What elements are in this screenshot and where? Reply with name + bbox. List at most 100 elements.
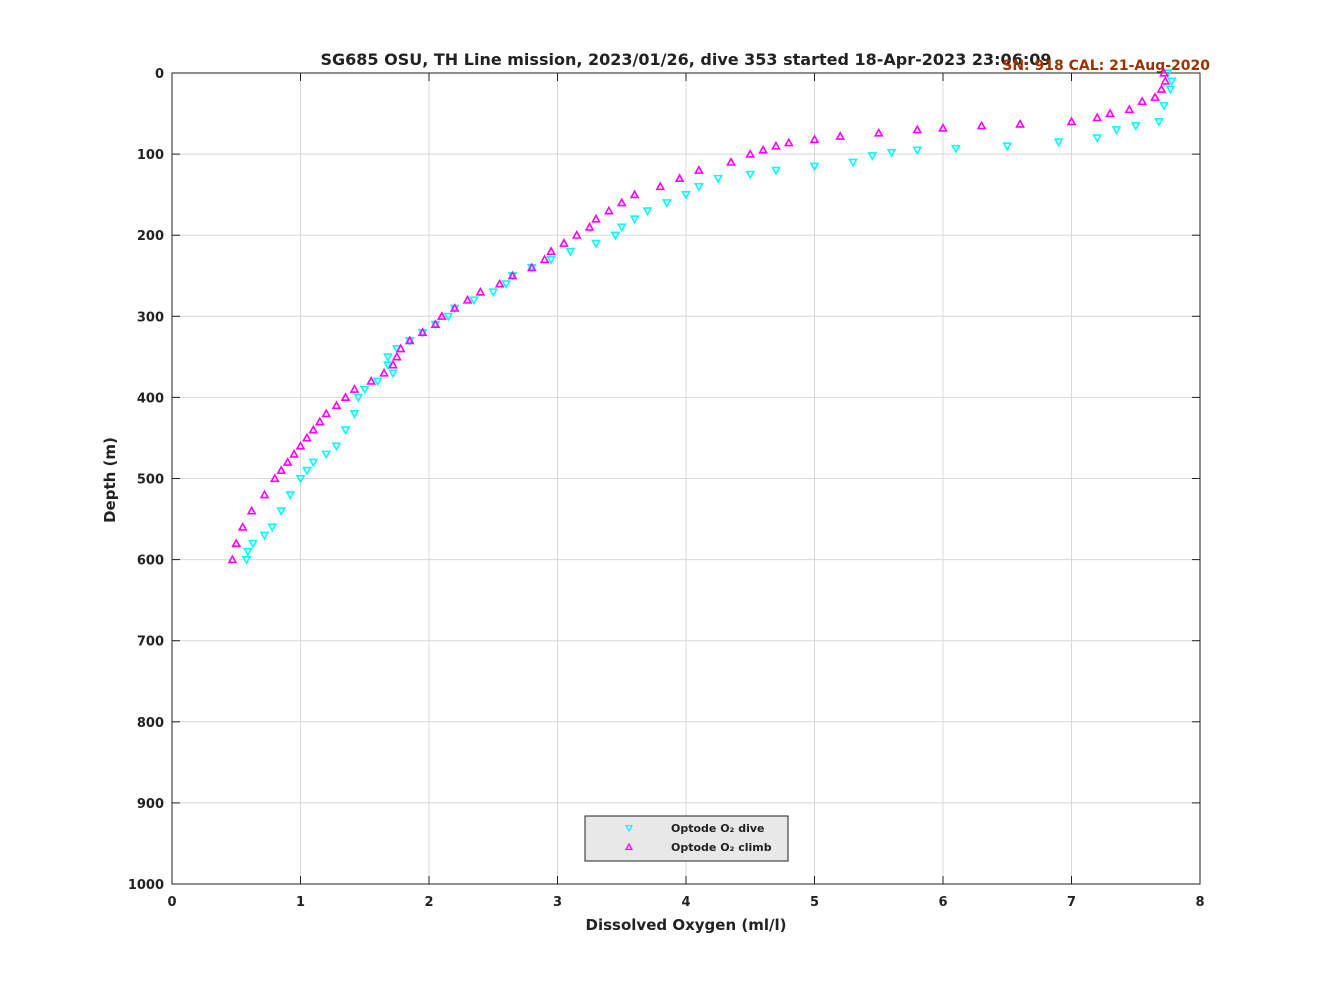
- point: [383, 353, 393, 362]
- point: [302, 466, 312, 476]
- point: [1092, 134, 1103, 144]
- point: [237, 522, 248, 531]
- point: [242, 547, 253, 557]
- point: [584, 221, 595, 231]
- point: [1002, 142, 1013, 152]
- y-tick-label: 800: [137, 716, 164, 731]
- point: [873, 127, 884, 137]
- point: [417, 327, 428, 337]
- point: [610, 231, 621, 241]
- point: [713, 174, 723, 184]
- point: [1159, 67, 1169, 77]
- point: [494, 278, 505, 288]
- point: [340, 426, 351, 435]
- point: [886, 148, 897, 158]
- y-tick-label: 100: [137, 148, 164, 163]
- point: [809, 134, 820, 144]
- point: [1124, 104, 1135, 114]
- point: [693, 165, 704, 174]
- legend-label: Optode O₂ dive: [671, 822, 764, 835]
- point: [475, 286, 486, 296]
- point: [809, 162, 820, 172]
- point: [353, 393, 364, 403]
- point: [469, 296, 479, 306]
- point: [661, 199, 672, 208]
- point: [246, 505, 257, 515]
- point: [295, 440, 306, 450]
- point: [349, 410, 360, 419]
- point: [559, 238, 569, 247]
- point: [629, 189, 640, 199]
- point: [1137, 96, 1148, 105]
- point: [604, 205, 614, 215]
- point: [366, 376, 377, 385]
- point: [526, 262, 537, 272]
- plot-frame: [171, 72, 1201, 885]
- point: [783, 137, 794, 147]
- point: [436, 311, 447, 320]
- point: [591, 213, 601, 223]
- point: [488, 288, 499, 298]
- y-tick-label: 700: [137, 635, 164, 650]
- point: [835, 131, 846, 140]
- point: [848, 158, 858, 168]
- point: [629, 215, 640, 225]
- point: [938, 123, 948, 132]
- point: [295, 474, 306, 484]
- point: [642, 207, 653, 217]
- point: [227, 554, 238, 564]
- point: [1130, 122, 1141, 131]
- point: [241, 555, 252, 565]
- y-tick-label: 400: [137, 391, 164, 406]
- y-tick-label: 0: [155, 67, 164, 82]
- chart-title: SG685 OSU, TH Line mission, 2023/01/26, …: [321, 50, 1052, 69]
- y-tick-label: 600: [137, 554, 164, 569]
- point: [462, 294, 473, 304]
- point: [282, 457, 293, 466]
- point: [383, 361, 393, 371]
- x-tick-label: 8: [1195, 895, 1204, 910]
- point: [1105, 108, 1115, 118]
- x-axis-label: Dissolved Oxygen (ml/l): [586, 916, 787, 934]
- point: [359, 385, 370, 395]
- point: [1053, 138, 1064, 148]
- point: [388, 369, 398, 379]
- point: [571, 230, 582, 239]
- x-tick-label: 1: [296, 895, 305, 910]
- point: [269, 473, 280, 483]
- point: [285, 491, 296, 500]
- point: [302, 432, 312, 442]
- legend-marker: [624, 824, 634, 833]
- point: [681, 191, 691, 200]
- point: [976, 120, 987, 130]
- legend-box: [584, 815, 789, 862]
- point: [321, 450, 332, 460]
- point: [912, 146, 923, 156]
- point: [276, 465, 287, 474]
- point: [404, 335, 415, 345]
- x-tick-label: 3: [553, 895, 562, 910]
- x-tick-label: 4: [681, 895, 690, 910]
- point: [546, 255, 556, 265]
- point: [546, 246, 556, 256]
- point: [314, 416, 325, 426]
- point: [1092, 112, 1103, 122]
- point: [259, 489, 270, 499]
- point: [758, 144, 768, 154]
- point: [1165, 85, 1176, 95]
- point: [745, 170, 756, 180]
- point: [867, 152, 878, 161]
- point: [771, 140, 781, 150]
- point: [693, 182, 704, 192]
- point: [565, 247, 576, 257]
- point: [321, 408, 332, 418]
- point: [289, 449, 299, 458]
- y-axis-label: Depth (m): [101, 437, 119, 523]
- point: [449, 303, 460, 312]
- point: [1159, 101, 1169, 111]
- point: [372, 377, 383, 387]
- y-tick-label: 900: [137, 797, 164, 812]
- y-tick-label: 200: [137, 229, 164, 244]
- point: [308, 424, 319, 434]
